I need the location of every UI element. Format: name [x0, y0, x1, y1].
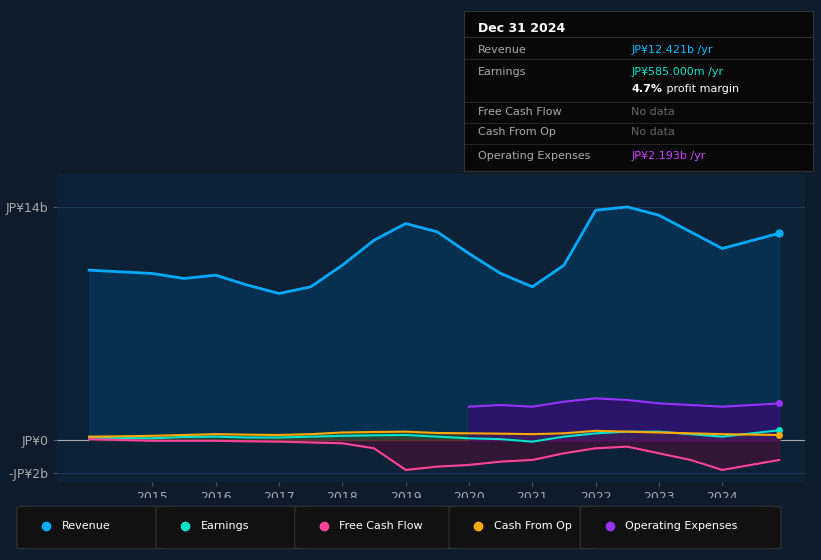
Text: Cash From Op: Cash From Op [478, 128, 556, 138]
Text: JP¥2.193b /yr: JP¥2.193b /yr [631, 151, 706, 161]
FancyBboxPatch shape [580, 506, 781, 549]
Text: Revenue: Revenue [478, 44, 526, 54]
FancyBboxPatch shape [295, 506, 456, 549]
Text: JP¥585.000m /yr: JP¥585.000m /yr [631, 67, 723, 77]
Text: Earnings: Earnings [478, 67, 526, 77]
FancyBboxPatch shape [17, 506, 167, 549]
Text: Free Cash Flow: Free Cash Flow [478, 107, 562, 116]
FancyBboxPatch shape [449, 506, 599, 549]
Text: Dec 31 2024: Dec 31 2024 [478, 22, 565, 35]
Text: Free Cash Flow: Free Cash Flow [340, 521, 423, 531]
Text: Operating Expenses: Operating Expenses [625, 521, 737, 531]
Text: No data: No data [631, 128, 675, 138]
Text: No data: No data [631, 107, 675, 116]
Text: profit margin: profit margin [663, 85, 739, 95]
Text: Operating Expenses: Operating Expenses [478, 151, 590, 161]
Text: JP¥12.421b /yr: JP¥12.421b /yr [631, 44, 713, 54]
FancyBboxPatch shape [156, 506, 306, 549]
Text: Revenue: Revenue [62, 521, 110, 531]
Text: Cash From Op: Cash From Op [494, 521, 571, 531]
Text: 4.7%: 4.7% [631, 85, 663, 95]
Text: Earnings: Earnings [200, 521, 249, 531]
